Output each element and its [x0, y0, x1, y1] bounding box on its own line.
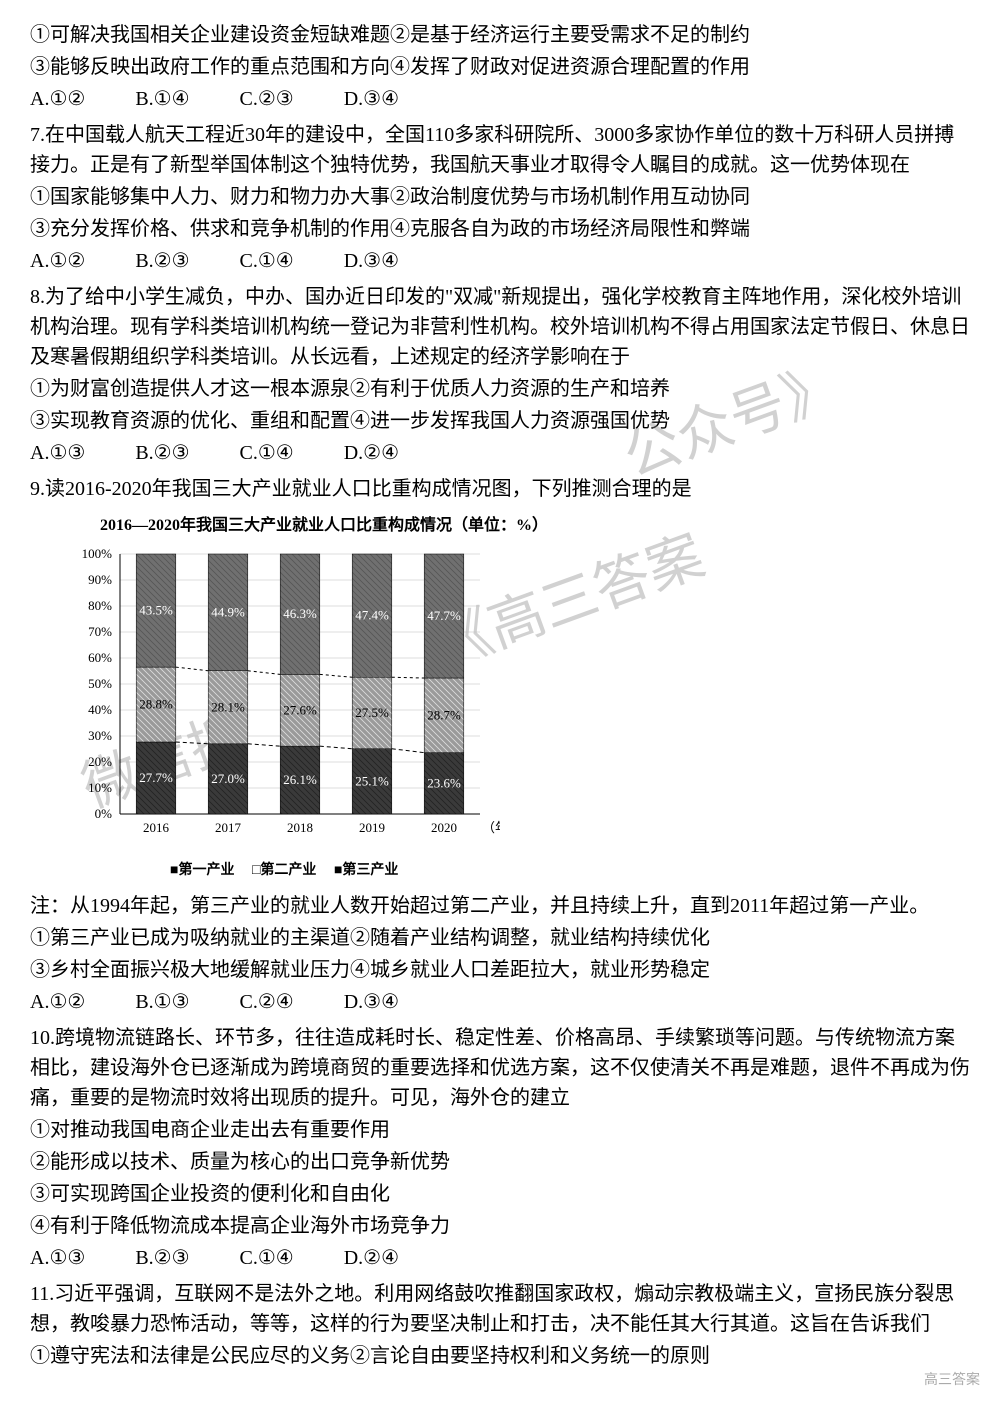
- svg-text:30%: 30%: [88, 728, 112, 743]
- svg-text:（年）: （年）: [482, 820, 500, 835]
- svg-text:10%: 10%: [88, 780, 112, 795]
- svg-text:46.3%: 46.3%: [283, 606, 317, 621]
- legend-item-3: ■第三产业: [334, 863, 398, 878]
- option-d: D.③④: [344, 987, 399, 1017]
- option-c: C.①④: [240, 1243, 294, 1273]
- svg-text:26.1%: 26.1%: [283, 772, 317, 787]
- option-row: A.①② B.①④ C.②③ D.③④: [30, 84, 970, 114]
- option-b: B.②③: [135, 246, 189, 276]
- option-d: D.③④: [344, 84, 399, 114]
- question-stem: 11.习近平强调，互联网不是法外之地。利用网络鼓吹推翻国家政权，煽动宗教极端主义…: [30, 1279, 970, 1339]
- statement: ④有利于降低物流成本提高企业海外市场竞争力: [30, 1211, 970, 1241]
- statement: ①第三产业已成为吸纳就业的主渠道②随着产业结构调整，就业结构持续优化: [30, 923, 970, 953]
- svg-text:90%: 90%: [88, 572, 112, 587]
- svg-text:47.7%: 47.7%: [427, 608, 461, 623]
- stacked-bar-chart: 0% 10% 20% 30% 40% 50% 60% 70% 80% 90% 100% 27.7% 28…: [60, 544, 500, 854]
- question-7: 7.在中国载人航天工程近30年的建设中，全国110多家科研院所、3000多家协作…: [30, 120, 970, 276]
- statement: ③充分发挥价格、供求和竞争机制的作用④克服各自为政的市场经济局限性和弊端: [30, 214, 970, 244]
- option-b: B.②③: [135, 438, 189, 468]
- svg-text:60%: 60%: [88, 650, 112, 665]
- option-c: C.②③: [240, 84, 294, 114]
- svg-text:2018: 2018: [287, 820, 313, 835]
- option-b: B.②③: [135, 1243, 189, 1273]
- statement: ①遵守宪法和法律是公民应尽的义务②言论自由要坚持权利和义务统一的原则: [30, 1341, 970, 1371]
- statement: ①可解决我国相关企业建设资金短缺难题②是基于经济运行主要受需求不足的制约: [30, 20, 970, 50]
- svg-text:0%: 0%: [95, 806, 113, 821]
- svg-text:27.5%: 27.5%: [355, 705, 389, 720]
- question-stem: 9.读2016-2020年我国三大产业就业人口比重构成情况图，下列推测合理的是: [30, 474, 970, 504]
- option-a: A.①③: [30, 438, 85, 468]
- svg-text:70%: 70%: [88, 624, 112, 639]
- footer-watermark: 高三答案: [924, 1370, 980, 1391]
- svg-text:27.6%: 27.6%: [283, 702, 317, 717]
- option-row: A.①② B.①③ C.②④ D.③④: [30, 987, 970, 1017]
- statement: ①国家能够集中人力、财力和物力办大事②政治制度优势与市场机制作用互动协同: [30, 182, 970, 212]
- option-b: B.①③: [135, 987, 189, 1017]
- option-a: A.①②: [30, 987, 85, 1017]
- chart-title: 2016—2020年我国三大产业就业人口比重构成情况（单位：%）: [100, 514, 970, 538]
- option-a: A.①②: [30, 84, 85, 114]
- option-c: C.①④: [240, 438, 294, 468]
- svg-text:28.1%: 28.1%: [211, 699, 245, 714]
- statement: ③实现教育资源的优化、重组和配置④进一步发挥我国人力资源强国优势: [30, 406, 970, 436]
- question-stem: 7.在中国载人航天工程近30年的建设中，全国110多家科研院所、3000多家协作…: [30, 120, 970, 180]
- svg-text:28.8%: 28.8%: [139, 697, 173, 712]
- question-6-partial: ①可解决我国相关企业建设资金短缺难题②是基于经济运行主要受需求不足的制约 ③能够…: [30, 20, 970, 114]
- statement: ③能够反映出政府工作的重点范围和方向④发挥了财政对促进资源合理配置的作用: [30, 52, 970, 82]
- svg-text:100%: 100%: [82, 546, 113, 561]
- statement: ③乡村全面振兴极大地缓解就业压力④城乡就业人口差距拉大，就业形势稳定: [30, 955, 970, 985]
- question-stem: 10.跨境物流链路长、环节多，往往造成耗时长、稳定性差、价格高昂、手续繁琐等问题…: [30, 1023, 970, 1113]
- question-8: 8.为了给中小学生减负，中办、国办近日印发的"双减"新规提出，强化学校教育主阵地…: [30, 282, 970, 468]
- svg-text:2017: 2017: [215, 820, 242, 835]
- svg-text:44.9%: 44.9%: [211, 604, 245, 619]
- option-row: A.①② B.②③ C.①④ D.③④: [30, 246, 970, 276]
- question-stem: 8.为了给中小学生减负，中办、国办近日印发的"双减"新规提出，强化学校教育主阵地…: [30, 282, 970, 372]
- svg-text:20%: 20%: [88, 754, 112, 769]
- svg-text:25.1%: 25.1%: [355, 773, 389, 788]
- svg-text:2020: 2020: [431, 820, 457, 835]
- question-10: 10.跨境物流链路长、环节多，往往造成耗时长、稳定性差、价格高昂、手续繁琐等问题…: [30, 1023, 970, 1273]
- option-d: D.③④: [344, 246, 399, 276]
- svg-text:27.7%: 27.7%: [139, 770, 173, 785]
- option-a: A.①②: [30, 246, 85, 276]
- legend-item-2: □第二产业: [252, 863, 316, 878]
- svg-text:2016: 2016: [143, 820, 170, 835]
- svg-text:43.5%: 43.5%: [139, 603, 173, 618]
- statement: ①为财富创造提供人才这一根本源泉②有利于优质人力资源的生产和培养: [30, 374, 970, 404]
- chart-legend: ■第一产业 □第二产业 ■第三产业: [170, 860, 970, 881]
- option-c: C.②④: [240, 987, 294, 1017]
- option-d: D.②④: [344, 1243, 399, 1273]
- svg-text:23.6%: 23.6%: [427, 775, 461, 790]
- svg-text:80%: 80%: [88, 598, 112, 613]
- chart-note: 注：从1994年起，第三产业的就业人数开始超过第二产业，并且持续上升，直到201…: [30, 891, 970, 921]
- statement: ②能形成以技术、质量为核心的出口竞争新优势: [30, 1147, 970, 1177]
- svg-text:50%: 50%: [88, 676, 112, 691]
- chart-container: 2016—2020年我国三大产业就业人口比重构成情况（单位：%） 0% 10% 20…: [60, 514, 970, 881]
- svg-text:2019: 2019: [359, 820, 385, 835]
- svg-text:27.0%: 27.0%: [211, 771, 245, 786]
- question-9: 9.读2016-2020年我国三大产业就业人口比重构成情况图，下列推测合理的是 …: [30, 474, 970, 1017]
- statement: ③可实现跨国企业投资的便利化和自由化: [30, 1179, 970, 1209]
- statement: ①对推动我国电商企业走出去有重要作用: [30, 1115, 970, 1145]
- option-row: A.①③ B.②③ C.①④ D.②④: [30, 1243, 970, 1273]
- svg-text:47.4%: 47.4%: [355, 608, 389, 623]
- question-11-partial: 11.习近平强调，互联网不是法外之地。利用网络鼓吹推翻国家政权，煽动宗教极端主义…: [30, 1279, 970, 1371]
- option-row: A.①③ B.②③ C.①④ D.②④: [30, 438, 970, 468]
- option-b: B.①④: [135, 84, 189, 114]
- svg-text:40%: 40%: [88, 702, 112, 717]
- option-c: C.①④: [240, 246, 294, 276]
- option-a: A.①③: [30, 1243, 85, 1273]
- legend-item-1: ■第一产业: [170, 863, 234, 878]
- svg-text:28.7%: 28.7%: [427, 707, 461, 722]
- option-d: D.②④: [344, 438, 399, 468]
